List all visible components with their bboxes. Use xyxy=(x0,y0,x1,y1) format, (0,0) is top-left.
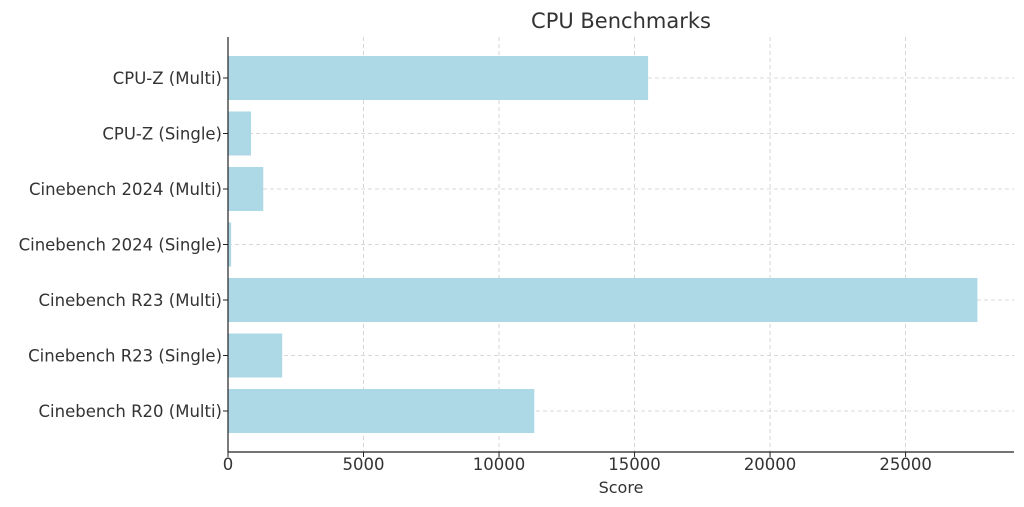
y-tick-label: Cinebench R20 (Multi) xyxy=(39,402,222,421)
y-tick-label: CPU-Z (Single) xyxy=(102,125,222,144)
y-tick-label: Cinebench R23 (Single) xyxy=(28,347,222,366)
chart-title: CPU Benchmarks xyxy=(531,9,711,33)
x-tick-labels: 0 5000 10000 15000 20000 25000 xyxy=(223,455,932,474)
bar xyxy=(228,56,649,100)
y-tick-label: CPU-Z (Multi) xyxy=(113,69,222,88)
x-tick-label: 15000 xyxy=(608,455,661,474)
x-axis-label: Score xyxy=(599,478,644,497)
axes xyxy=(223,37,1014,457)
bar xyxy=(228,333,283,378)
x-tick-label: 25000 xyxy=(879,455,932,474)
bar xyxy=(228,389,535,433)
bar xyxy=(228,222,232,267)
y-tick-label: Cinebench 2024 (Single) xyxy=(19,236,222,255)
y-tick-label: Cinebench 2024 (Multi) xyxy=(29,180,222,199)
bars xyxy=(228,56,978,433)
x-tick-label: 5000 xyxy=(343,455,385,474)
x-tick-label: 0 xyxy=(223,455,234,474)
x-tick-label: 10000 xyxy=(473,455,526,474)
y-tick-labels: CPU-Z (Multi) CPU-Z (Single) Cinebench 202… xyxy=(19,69,222,421)
bar xyxy=(228,278,978,322)
bar xyxy=(228,111,252,156)
bar xyxy=(228,167,264,211)
y-tick-label: Cinebench R23 (Multi) xyxy=(39,291,222,310)
x-tick-label: 20000 xyxy=(744,455,797,474)
